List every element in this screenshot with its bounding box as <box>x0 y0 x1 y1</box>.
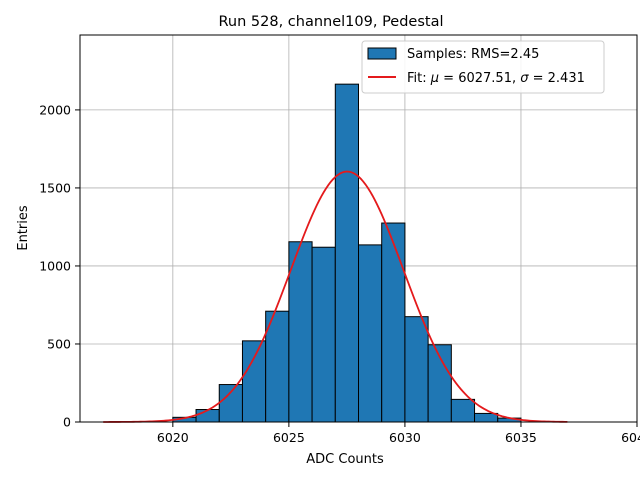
y-tick-label: 1000 <box>39 258 71 273</box>
histogram-bar <box>404 316 429 423</box>
chart-title: Run 528, channel109, Pedestal <box>218 14 443 30</box>
histogram-bar <box>474 412 499 423</box>
x-axis-label: ADC Counts <box>306 452 384 467</box>
y-tick-label: 2000 <box>39 102 71 117</box>
histogram-bar <box>450 398 476 423</box>
x-tick-label: 6040 <box>621 430 640 445</box>
legend-swatch-samples <box>367 47 397 60</box>
legend-box <box>361 40 605 94</box>
legend-fit-sigma-symbol: σ <box>520 71 529 86</box>
legend: Samples: RMS=2.45 Fit: μ = 6027.51, σ = … <box>361 40 605 94</box>
histogram-bar <box>358 244 383 423</box>
histogram-bar <box>195 409 220 423</box>
fit-curve-layer <box>103 170 568 423</box>
x-tick-label: 6035 <box>505 430 537 445</box>
legend-fit-mu-text: = 6027.51, <box>439 71 520 86</box>
x-tick-label: 6020 <box>157 430 189 445</box>
y-tick-label: 1500 <box>39 180 71 195</box>
histogram-bar <box>334 83 359 423</box>
legend-fit-mu-symbol: μ <box>430 71 439 86</box>
y-axis-ticks: 0 500 1000 1500 2000 <box>39 102 80 430</box>
histogram-bar <box>288 241 313 423</box>
histogram-bars <box>172 83 522 423</box>
y-axis-label: Entries <box>16 205 31 251</box>
legend-label-fit: Fit: μ = 6027.51, σ = 2.431 <box>407 71 585 86</box>
histogram-bar <box>381 222 406 423</box>
histogram-bar <box>218 384 243 423</box>
x-axis-ticks: 6020 6025 6030 6035 6040 <box>157 422 640 445</box>
histogram-bar <box>311 246 336 423</box>
y-tick-label: 0 <box>63 415 71 430</box>
fit-curve <box>103 170 568 423</box>
legend-fit-sigma-text: = 2.431 <box>528 71 584 86</box>
legend-fit-prefix: Fit: <box>407 71 431 86</box>
y-tick-label: 500 <box>47 336 71 351</box>
x-tick-label: 6025 <box>273 430 305 445</box>
x-tick-label: 6030 <box>389 430 421 445</box>
plot-frame <box>79 34 638 423</box>
legend-label-samples: Samples: RMS=2.45 <box>407 47 539 62</box>
histogram-bar <box>241 340 267 423</box>
